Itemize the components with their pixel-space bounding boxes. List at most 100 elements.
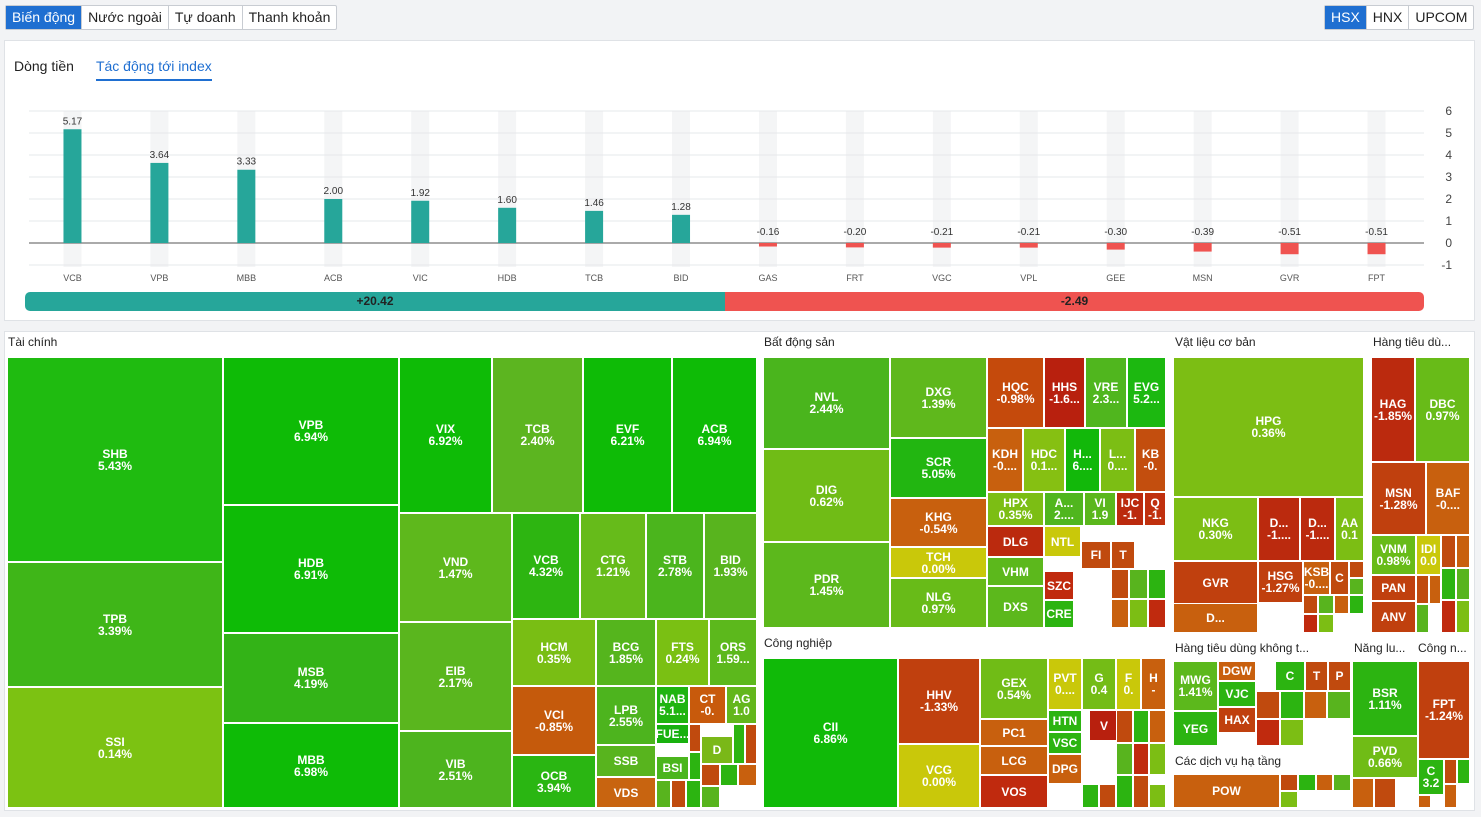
stock-cell-evf[interactable]: EVF 6.21% bbox=[583, 357, 672, 513]
stock-cell-vpb[interactable]: VPB 6.94% bbox=[223, 357, 399, 505]
stock-cell-small[interactable] bbox=[1303, 614, 1319, 633]
stock-cell-vnm[interactable]: VNM 0.98% bbox=[1371, 535, 1416, 575]
stock-cell-lcg[interactable]: LCG bbox=[980, 746, 1048, 775]
stock-cell-lpb[interactable]: LPB 2.55% bbox=[596, 686, 656, 745]
stock-cell-small[interactable] bbox=[1441, 600, 1456, 633]
stock-cell-vcb[interactable]: VCB 4.32% bbox=[512, 513, 580, 619]
stock-cell-vhm[interactable]: VHM bbox=[987, 557, 1044, 586]
stock-cell-h[interactable]: H... 6.... bbox=[1065, 428, 1100, 492]
stock-cell-small[interactable] bbox=[1149, 710, 1166, 743]
stock-cell-bid[interactable]: BID 1.93% bbox=[704, 513, 757, 619]
stock-cell-vcg[interactable]: VCG 0.00% bbox=[898, 744, 980, 808]
stock-cell-mwg[interactable]: MWG 1.41% bbox=[1173, 661, 1218, 711]
stock-cell-ctg[interactable]: CTG 1.21% bbox=[580, 513, 646, 619]
stock-cell-bsr[interactable]: BSR 1.11% bbox=[1352, 661, 1418, 736]
stock-cell-small[interactable] bbox=[1349, 578, 1364, 595]
stock-cell-small[interactable] bbox=[1280, 791, 1298, 808]
stock-cell-c[interactable]: C bbox=[1275, 661, 1305, 691]
stock-cell-d[interactable]: D... bbox=[1173, 603, 1258, 633]
stock-cell-small[interactable] bbox=[719, 764, 739, 786]
stock-cell-yeg[interactable]: YEG bbox=[1173, 711, 1218, 746]
stock-cell-pow[interactable]: POW bbox=[1173, 774, 1280, 808]
stock-cell-g[interactable]: G 0.4 bbox=[1082, 658, 1116, 710]
stock-cell-small[interactable] bbox=[1457, 759, 1470, 784]
stock-cell-small[interactable] bbox=[1348, 595, 1364, 614]
stock-cell-ssb[interactable]: SSB bbox=[596, 745, 656, 777]
stock-cell-small[interactable] bbox=[656, 780, 671, 808]
stock-cell-small[interactable] bbox=[1256, 691, 1280, 719]
stock-cell-nab[interactable]: NAB 5.1... bbox=[656, 686, 689, 724]
stock-cell-dig[interactable]: DIG 0.62% bbox=[763, 449, 890, 542]
tab-tu-doanh[interactable]: Tự doanh bbox=[169, 6, 243, 29]
stock-cell-l[interactable]: L... 0.... bbox=[1100, 428, 1135, 492]
stock-cell-nvl[interactable]: NVL 2.44% bbox=[763, 357, 890, 449]
stock-cell-small[interactable] bbox=[701, 764, 720, 786]
stock-cell-szc[interactable]: SZC bbox=[1044, 571, 1074, 600]
stock-cell-fue[interactable]: FUE... bbox=[656, 724, 689, 744]
stock-cell-nkg[interactable]: NKG 0.30% bbox=[1173, 497, 1258, 561]
stock-cell-small[interactable] bbox=[1082, 784, 1099, 808]
stock-cell-fi[interactable]: FI bbox=[1081, 541, 1111, 569]
stock-cell-dlg[interactable]: DLG bbox=[987, 526, 1044, 557]
stock-cell-small[interactable] bbox=[1455, 600, 1470, 633]
tab-bien-dong[interactable]: Biến động bbox=[6, 6, 83, 29]
stock-cell-hdc[interactable]: HDC 0.1... bbox=[1023, 428, 1065, 492]
stock-cell-ijc[interactable]: IJC -1. bbox=[1116, 492, 1144, 526]
stock-cell-small[interactable] bbox=[1352, 778, 1374, 808]
tab-nuoc-ngoai[interactable]: Nước ngoài bbox=[82, 6, 169, 29]
stock-cell-anv[interactable]: ANV bbox=[1371, 601, 1416, 633]
stock-cell-hcm[interactable]: HCM 0.35% bbox=[512, 619, 596, 686]
stock-cell-small[interactable] bbox=[1297, 774, 1316, 791]
stock-cell-nlg[interactable]: NLG 0.97% bbox=[890, 578, 987, 628]
stock-cell-fpt[interactable]: FPT -1.24% bbox=[1418, 661, 1470, 759]
stock-cell-small[interactable] bbox=[745, 724, 757, 764]
stock-cell-small[interactable] bbox=[686, 780, 701, 808]
stock-cell-vci[interactable]: VCI -0.85% bbox=[512, 686, 596, 755]
stock-cell-pvt[interactable]: PVT 0.... bbox=[1048, 658, 1082, 710]
tab-upcom[interactable]: UPCOM bbox=[1415, 9, 1468, 25]
stock-cell-cre[interactable]: CRE bbox=[1044, 600, 1074, 628]
stock-cell-small[interactable] bbox=[1318, 614, 1334, 633]
stock-cell-shb[interactable]: SHB 5.43% bbox=[7, 357, 223, 562]
stock-cell-baf[interactable]: BAF -0.... bbox=[1426, 462, 1470, 535]
tab-tac-dong[interactable]: Tác động tới index bbox=[95, 58, 212, 81]
stock-cell-small[interactable] bbox=[1441, 567, 1456, 601]
stock-cell-ksb[interactable]: KSB -0.... bbox=[1303, 561, 1330, 595]
stock-cell-pdr[interactable]: PDR 1.45% bbox=[763, 542, 890, 628]
stock-cell-small[interactable] bbox=[1455, 535, 1470, 568]
stock-cell-v[interactable]: V bbox=[1089, 710, 1119, 741]
stock-cell-small[interactable] bbox=[1333, 774, 1351, 791]
stock-cell-dgw[interactable]: DGW bbox=[1218, 661, 1256, 681]
tab-thanh-khoan[interactable]: Thanh khoản bbox=[248, 9, 331, 25]
stock-cell-ntl[interactable]: NTL bbox=[1044, 526, 1081, 557]
stock-cell-hag[interactable]: HAG -1.85% bbox=[1371, 357, 1415, 462]
stock-cell-small[interactable] bbox=[689, 752, 701, 780]
stock-cell-small[interactable] bbox=[689, 724, 701, 752]
tab-dong-tien[interactable]: Dòng tiền bbox=[14, 58, 74, 74]
stock-cell-small[interactable] bbox=[1444, 783, 1457, 808]
stock-cell-small[interactable] bbox=[671, 780, 686, 808]
stock-cell-small[interactable] bbox=[1129, 598, 1148, 628]
stock-cell-hhs[interactable]: HHS -1.6... bbox=[1044, 357, 1085, 428]
stock-cell-small[interactable] bbox=[1129, 569, 1148, 599]
stock-cell-small[interactable] bbox=[701, 786, 720, 808]
stock-cell-small[interactable] bbox=[1279, 718, 1304, 746]
stock-cell-scr[interactable]: SCR 5.05% bbox=[890, 438, 987, 498]
stock-cell-small[interactable] bbox=[1149, 784, 1166, 808]
stock-cell-bsi[interactable]: BSI bbox=[656, 756, 689, 780]
stock-cell-c[interactable]: C 3.2 bbox=[1418, 759, 1444, 795]
stock-cell-dpg[interactable]: DPG bbox=[1048, 754, 1082, 784]
stock-cell-small[interactable] bbox=[1111, 598, 1130, 628]
stock-cell-khg[interactable]: KHG -0.54% bbox=[890, 498, 987, 547]
stock-cell-small[interactable] bbox=[1147, 598, 1166, 628]
stock-cell-q[interactable]: Q -1. bbox=[1144, 492, 1166, 526]
stock-cell-t[interactable]: T bbox=[1111, 541, 1135, 569]
stock-cell-small[interactable] bbox=[1418, 795, 1431, 808]
stock-cell-aa[interactable]: AA 0.1 bbox=[1335, 497, 1364, 561]
stock-cell-t[interactable]: T bbox=[1305, 661, 1328, 691]
stock-cell-stb[interactable]: STB 2.78% bbox=[646, 513, 704, 619]
stock-cell-msb[interactable]: MSB 4.19% bbox=[223, 633, 399, 723]
stock-cell-h[interactable]: H- bbox=[1141, 658, 1166, 710]
stock-cell-small[interactable] bbox=[1333, 595, 1349, 614]
stock-cell-small[interactable] bbox=[1132, 710, 1150, 743]
